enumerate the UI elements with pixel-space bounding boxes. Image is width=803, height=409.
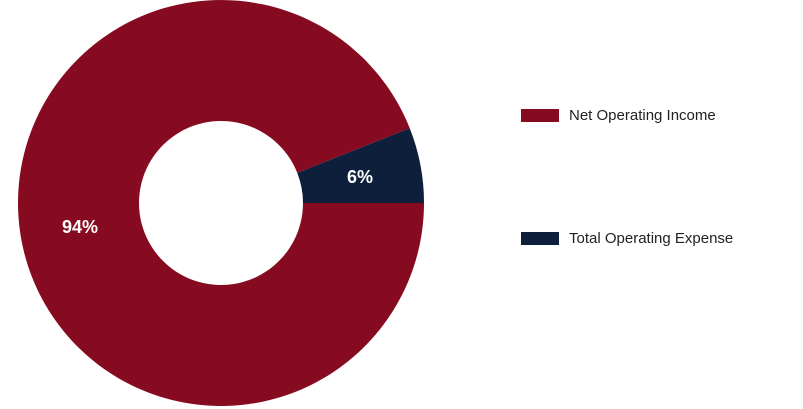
legend-label-net-operating-income: Net Operating Income [569, 107, 716, 124]
legend-label-total-operating-expense: Total Operating Expense [569, 230, 734, 247]
slices-group [18, 0, 424, 407]
donut-chart: 94% 6% [18, 0, 424, 407]
legend-item-net-operating-income[interactable]: Net Operating Income [521, 107, 716, 124]
legend-swatch-net-operating-income [521, 109, 559, 122]
slice-label-total-operating-expense: 6% [347, 167, 373, 187]
slice-labels-group: 94% 6% [62, 167, 373, 237]
legend-item-total-operating-expense[interactable]: Total Operating Expense [521, 230, 733, 247]
slice-label-net-operating-income: 94% [62, 217, 98, 237]
slice-net-operating-income[interactable] [18, 0, 424, 407]
legend-swatch-total-operating-expense [521, 232, 559, 245]
slice-total-operating-expense[interactable] [297, 128, 424, 203]
